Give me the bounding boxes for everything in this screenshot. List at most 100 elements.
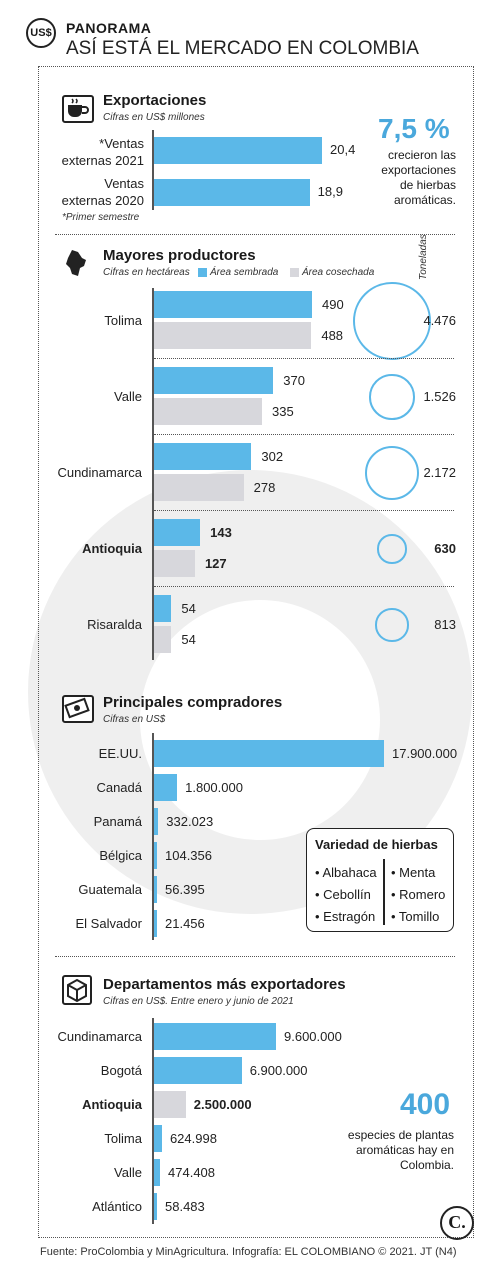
- money-icon: [62, 695, 94, 723]
- departamentos-stat-text: especies de plantas aromáticas hay en Colo…: [330, 1128, 454, 1173]
- bar-compradores: [154, 774, 178, 801]
- variedad-col2: • Menta • Romero • Tomillo: [391, 862, 445, 928]
- header-kicker: PANORAMA: [66, 20, 152, 36]
- variedad-box: Variedad de hierbas • Albahaca • Cebollín…: [306, 828, 454, 932]
- value-label: 58.483: [165, 1199, 205, 1214]
- value-label: 370: [283, 373, 305, 388]
- value-label: 54: [181, 601, 196, 616]
- value-label: 17.900.000: [392, 746, 458, 761]
- toneladas-circle: [369, 374, 415, 420]
- variedad-divider: [383, 859, 385, 925]
- bar-sembrada: [154, 443, 252, 470]
- category-label: Antioquia: [82, 541, 142, 556]
- row-divider: [154, 510, 454, 511]
- category-label: Tolima: [104, 1131, 142, 1146]
- value-label: 143: [210, 525, 232, 540]
- bar-sembrada: [154, 367, 274, 394]
- bar-departamentos: [154, 1159, 161, 1186]
- productores-subtitle: Cifras en hectáreas: [103, 267, 190, 278]
- value-label: 54: [181, 632, 196, 647]
- row-divider: [154, 586, 454, 587]
- variedad-title: Variedad de hierbas: [315, 837, 438, 852]
- currency-badge-text: US$: [30, 27, 52, 39]
- category-label: Bélgica: [99, 848, 142, 863]
- variedad-col1: • Albahaca • Cebollín • Estragón: [315, 862, 377, 928]
- category-label: Panamá: [93, 814, 142, 829]
- value-label: 1.800.000: [185, 780, 243, 795]
- exportaciones-stat-text: crecieron las exportaciones de hierbas arom…: [360, 148, 456, 208]
- compradores-axis: [152, 733, 154, 940]
- el-colombiano-logo: C.: [440, 1206, 474, 1240]
- value-label: 127: [204, 556, 227, 571]
- value-label: 488: [321, 328, 344, 343]
- toneladas-circle: [353, 282, 431, 360]
- toneladas-label: 813: [434, 617, 456, 632]
- bar-cosechada: [154, 322, 312, 349]
- category-label: Risaralda: [87, 617, 142, 632]
- toneladas-label: 4.476: [423, 313, 456, 328]
- logo-letter: C.: [448, 1212, 466, 1232]
- toneladas-circle: [377, 534, 407, 564]
- value-label: 278: [253, 480, 276, 495]
- category-label: Valle: [114, 389, 142, 404]
- currency-badge-icon: US$: [26, 18, 56, 48]
- value-label: 474.408: [168, 1165, 216, 1180]
- category-label: Atlántico: [92, 1199, 142, 1214]
- value-label: 332.023: [166, 814, 214, 829]
- category-label: Valle: [114, 1165, 142, 1180]
- footer-credit: Fuente: ProColombia y MinAgricultura. In…: [40, 1246, 457, 1258]
- compradores-subtitle: Cifras en US$: [103, 714, 166, 725]
- toneladas-label: Toneladas: [418, 234, 429, 280]
- page-title: ASÍ ESTÁ EL MERCADO EN COLOMBIA: [66, 38, 419, 59]
- legend-cosechada-swatch: [290, 268, 299, 277]
- watermark-logo-inner: [140, 600, 380, 840]
- value-label: 9.600.000: [284, 1029, 342, 1044]
- bar-label-2021: *Ventas externas 2021: [61, 136, 144, 168]
- productores-title: Mayores productores: [103, 247, 256, 264]
- frame-top-line: [38, 66, 474, 67]
- category-label: El Salvador: [75, 916, 142, 931]
- bar-departamentos: [154, 1057, 242, 1084]
- category-label: Guatemala: [78, 882, 142, 897]
- category-label: Canadá: [96, 780, 142, 795]
- bar-sembrada: [154, 291, 312, 318]
- value-label: 20,4: [330, 142, 356, 157]
- value-label: 104.356: [165, 848, 212, 863]
- toneladas-circle: [375, 608, 409, 642]
- bar-exportaciones: [154, 137, 322, 164]
- toneladas-label: 630: [434, 541, 456, 556]
- departamentos-stat-value: 400: [400, 1088, 451, 1121]
- value-label: 18,9: [317, 184, 343, 199]
- bar-departamentos: [154, 1023, 276, 1050]
- bar-compradores: [154, 740, 384, 767]
- stat-text-line: crecieron las: [387, 148, 456, 162]
- productores-axis: [152, 288, 154, 660]
- colombia-map-icon: [62, 248, 90, 283]
- row-divider: [154, 358, 454, 359]
- toneladas-circle: [364, 445, 420, 501]
- bar-compradores: [154, 842, 157, 869]
- stat-text-line: aromáticas hay en: [355, 1143, 454, 1157]
- toneladas-label: 1.526: [423, 389, 456, 404]
- bar-departamentos: [154, 1091, 186, 1118]
- value-label: 624.998: [169, 1131, 217, 1146]
- bar-exportaciones: [154, 179, 310, 206]
- variedad-item: • Tomillo: [391, 909, 440, 924]
- stat-text-line: aromáticas.: [393, 193, 456, 207]
- section-divider: [55, 234, 455, 235]
- variedad-item: • Menta: [391, 865, 436, 880]
- box-icon: [62, 975, 92, 1005]
- infographic-frame: [38, 66, 474, 1238]
- stat-text-line: exportaciones: [381, 163, 456, 177]
- value-label: 6.900.000: [249, 1063, 308, 1078]
- category-label: Antioquia: [82, 1097, 142, 1112]
- bar-cosechada: [154, 626, 172, 653]
- exportaciones-stat-value: 7,5 %: [378, 113, 450, 144]
- value-label: 335: [272, 404, 294, 419]
- departamentos-axis: [152, 1018, 154, 1224]
- value-label: 21.456: [165, 916, 205, 931]
- variedad-item: • Romero: [391, 887, 446, 902]
- bar-label-2020: Ventas externas 2020: [61, 176, 144, 208]
- bar-compradores: [154, 876, 157, 903]
- bar-cosechada: [154, 474, 244, 501]
